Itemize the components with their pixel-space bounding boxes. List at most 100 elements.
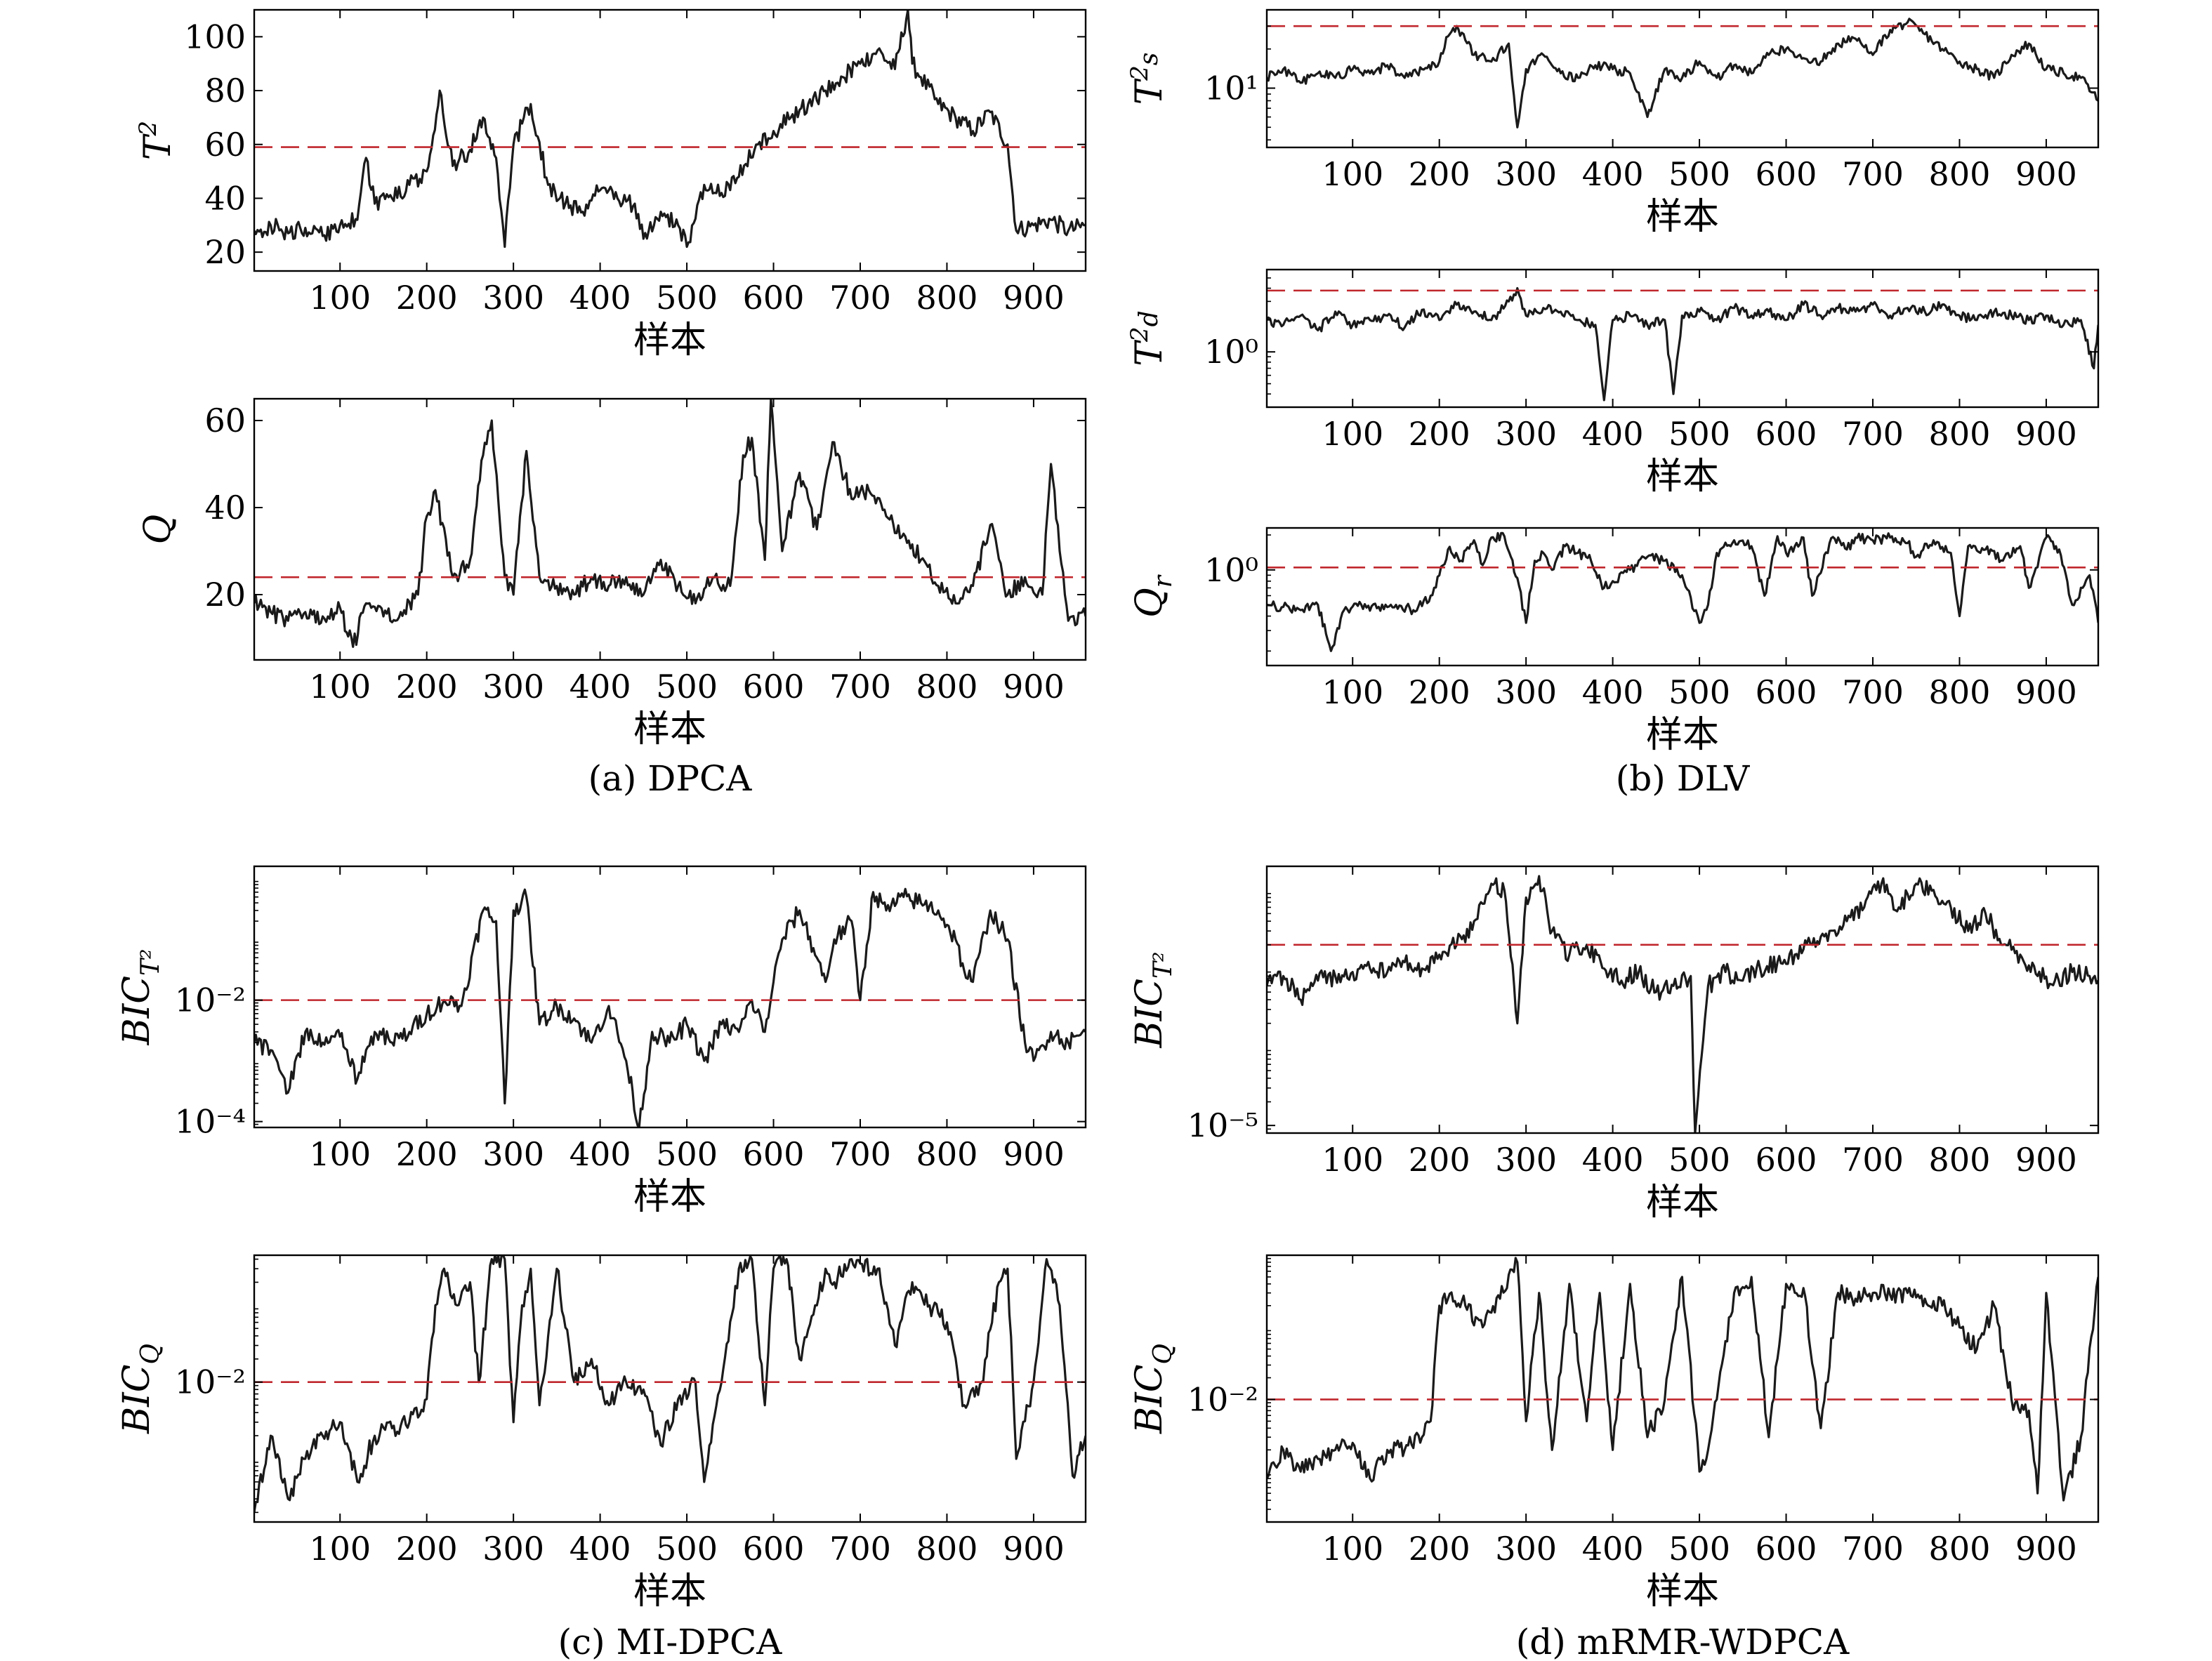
panel-c1: 100 200 300 400 500 600 700 800 900 10⁻⁴ 10⁻² 样本 BIC… bbox=[116, 865, 1087, 1218]
y-axis-label: BICQ bbox=[1128, 1344, 1178, 1434]
x-tick-label: 400 bbox=[570, 668, 631, 706]
x-tick-label: 500 bbox=[1668, 415, 1730, 453]
x-tick-label: 900 bbox=[2015, 1141, 2077, 1179]
series-line bbox=[254, 399, 1086, 649]
y-axis-label: T2d bbox=[1126, 310, 1171, 366]
y-tick-label: 10⁰ bbox=[1204, 333, 1258, 371]
x-tick-label: 900 bbox=[1003, 668, 1065, 706]
x-tick-label: 600 bbox=[1756, 415, 1817, 453]
x-tick-label: 400 bbox=[1582, 1141, 1644, 1179]
x-axis-label: 样本 bbox=[633, 1176, 706, 1218]
x-tick-label: 800 bbox=[916, 1530, 978, 1568]
plot-frame bbox=[253, 1254, 1087, 1523]
x-tick-label: 900 bbox=[2015, 415, 2077, 453]
caption-b: (b) DLV bbox=[1616, 758, 1750, 799]
y-axis-label: BICQ bbox=[116, 1344, 165, 1434]
x-tick-label: 700 bbox=[1842, 1141, 1904, 1179]
x-tick-label: 800 bbox=[1929, 1141, 1991, 1179]
x-tick-label: 800 bbox=[916, 279, 978, 317]
x-tick-label: 400 bbox=[1582, 1530, 1644, 1568]
x-tick-label: 600 bbox=[1756, 155, 1817, 193]
y-tick-label: 60 bbox=[204, 126, 246, 164]
y-tick-label: 10⁻⁴ bbox=[175, 1103, 246, 1141]
x-tick-label: 200 bbox=[396, 1530, 458, 1568]
x-tick-label: 600 bbox=[743, 668, 805, 706]
series-line bbox=[1267, 18, 2098, 128]
x-tick-label: 300 bbox=[1495, 155, 1557, 193]
plot-frame bbox=[1265, 527, 2100, 667]
x-tick-label: 100 bbox=[309, 1530, 371, 1568]
series-line bbox=[1267, 1257, 2098, 1502]
y-axis-label: T2s bbox=[1126, 53, 1171, 105]
y-tick-label: 10⁻⁵ bbox=[1187, 1106, 1258, 1144]
x-tick-label: 500 bbox=[656, 279, 718, 317]
x-tick-label: 500 bbox=[656, 1135, 718, 1173]
panel-c2: 100 200 300 400 500 600 700 800 900 10⁻² 样本 BICQ bbox=[116, 1254, 1087, 1613]
x-tick-label: 200 bbox=[1409, 1141, 1470, 1179]
panel-d2: 100 200 300 400 500 600 700 800 900 10⁻² 样本 BICQ bbox=[1128, 1254, 2100, 1613]
x-tick-label: 300 bbox=[1495, 415, 1557, 453]
x-tick-label: 400 bbox=[1582, 155, 1644, 193]
y-axis-label: Q bbox=[137, 515, 179, 545]
y-tick-label: 40 bbox=[204, 489, 246, 527]
plot-frame bbox=[253, 397, 1087, 661]
x-tick-label: 800 bbox=[1929, 155, 1991, 193]
x-tick-label: 500 bbox=[1668, 1530, 1730, 1568]
x-tick-label: 200 bbox=[396, 1135, 458, 1173]
x-tick-label: 900 bbox=[2015, 673, 2077, 711]
x-tick-label: 600 bbox=[743, 279, 805, 317]
x-tick-label: 800 bbox=[1929, 1530, 1991, 1568]
x-tick-label: 200 bbox=[1409, 415, 1470, 453]
y-axis-label: BICT² bbox=[1128, 952, 1178, 1049]
x-tick-label: 100 bbox=[1322, 1141, 1383, 1179]
y-tick-label: 20 bbox=[204, 576, 246, 614]
x-tick-label: 900 bbox=[2015, 1530, 2077, 1568]
x-axis-label: 样本 bbox=[1646, 1182, 1719, 1224]
x-tick-label: 100 bbox=[309, 279, 371, 317]
x-tick-label: 200 bbox=[1409, 1530, 1470, 1568]
x-tick-label: 500 bbox=[656, 1530, 718, 1568]
y-tick-label: 100 bbox=[184, 18, 246, 55]
x-tick-label: 400 bbox=[570, 1530, 631, 1568]
x-axis-label: 样本 bbox=[1646, 196, 1719, 238]
x-tick-label: 900 bbox=[1003, 279, 1065, 317]
series-line bbox=[254, 1255, 1086, 1513]
x-tick-label: 100 bbox=[309, 1135, 371, 1173]
y-axis-label: T2 bbox=[134, 121, 179, 160]
x-axis-label: 样本 bbox=[1646, 456, 1719, 498]
x-axis-label: 样本 bbox=[633, 1570, 706, 1613]
x-tick-label: 900 bbox=[1003, 1530, 1065, 1568]
x-tick-label: 500 bbox=[1668, 673, 1730, 711]
y-tick-label: 10¹ bbox=[1204, 70, 1258, 107]
x-tick-label: 400 bbox=[1582, 673, 1644, 711]
y-axis-label: BICT² bbox=[116, 949, 165, 1046]
x-axis-label: 样本 bbox=[633, 319, 706, 362]
y-tick-label: 40 bbox=[204, 179, 246, 217]
x-tick-label: 200 bbox=[396, 668, 458, 706]
x-tick-label: 800 bbox=[916, 668, 978, 706]
x-tick-label: 100 bbox=[1322, 1530, 1383, 1568]
plot-frame bbox=[253, 8, 1087, 272]
x-tick-label: 700 bbox=[829, 668, 891, 706]
y-tick-label: 10⁻² bbox=[1187, 1380, 1258, 1418]
x-tick-label: 700 bbox=[829, 1530, 891, 1568]
x-tick-label: 300 bbox=[1495, 673, 1557, 711]
x-tick-label: 200 bbox=[396, 279, 458, 317]
plot-frame bbox=[1265, 1254, 2100, 1523]
x-tick-label: 400 bbox=[570, 1135, 631, 1173]
x-tick-label: 100 bbox=[309, 668, 371, 706]
x-tick-label: 700 bbox=[1842, 155, 1904, 193]
x-tick-label: 500 bbox=[1668, 155, 1730, 193]
panel-b2: 100 200 300 400 500 600 700 800 900 10⁰ 样本 T2d bbox=[1126, 268, 2100, 498]
x-tick-label: 300 bbox=[482, 1135, 544, 1173]
x-tick-label: 600 bbox=[1756, 673, 1817, 711]
caption-a: (a) DPCA bbox=[588, 758, 753, 799]
x-tick-label: 900 bbox=[2015, 155, 2077, 193]
plot-frame bbox=[1265, 268, 2100, 409]
x-axis-label: 样本 bbox=[1646, 714, 1719, 756]
panel-a1: 100 200 300 400 500 600 700 800 900 20 40 60 80 100 样本… bbox=[134, 8, 1087, 362]
x-tick-label: 800 bbox=[916, 1135, 978, 1173]
y-tick-label: 10⁻² bbox=[175, 981, 246, 1019]
x-tick-label: 100 bbox=[1322, 415, 1383, 453]
